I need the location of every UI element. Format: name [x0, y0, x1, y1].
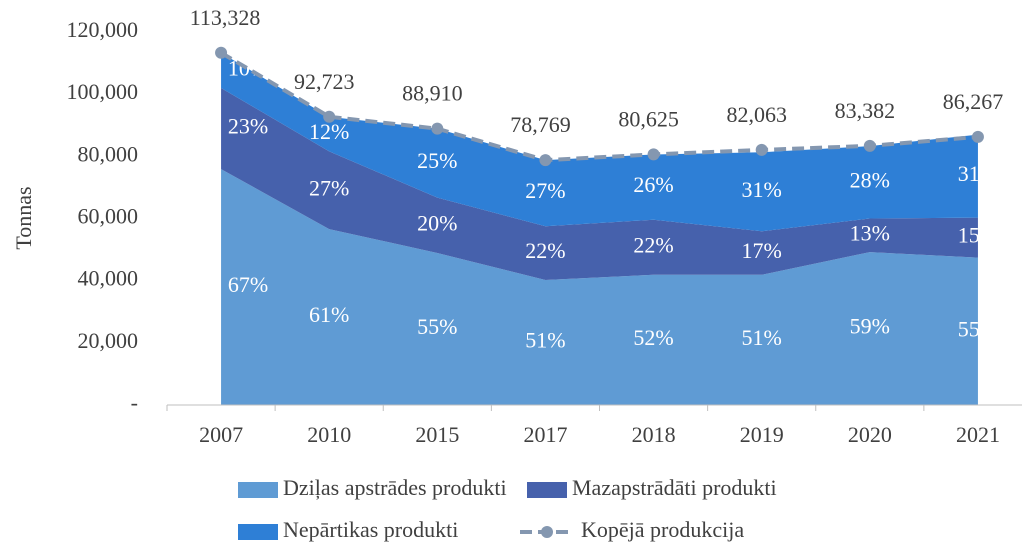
legend-swatch: [238, 482, 278, 498]
x-tick-label: 2019: [740, 422, 784, 447]
share-label: 23%: [228, 114, 268, 139]
total-marker: [215, 46, 228, 59]
y-axis-label: Tonnas: [11, 186, 36, 249]
legend-swatch: [527, 482, 567, 498]
total-marker: [863, 139, 876, 152]
total-line: [220, 51, 979, 163]
legend-marker: [541, 526, 553, 538]
share-label: 55%: [958, 316, 998, 341]
share-label: 15%: [958, 223, 998, 248]
x-tick-label: 2017: [523, 422, 567, 447]
share-label: 20%: [417, 210, 457, 235]
total-marker: [323, 110, 336, 123]
share-label: 12%: [309, 119, 349, 144]
area: [221, 52, 978, 232]
x-tick-label: 2007: [199, 422, 243, 447]
y-tick-label: 40,000: [78, 266, 139, 291]
x-tick-label: 2020: [848, 422, 892, 447]
share-label: 51%: [742, 325, 782, 350]
y-tick-label: 80,000: [78, 141, 139, 166]
total-label: 92,723: [294, 69, 355, 94]
share-label: 22%: [525, 238, 565, 263]
x-tick-label: 2018: [632, 422, 676, 447]
share-label: 27%: [309, 175, 349, 200]
share-label: 55%: [417, 314, 457, 339]
total-label: 83,382: [835, 98, 896, 123]
share-label: 59%: [850, 314, 890, 339]
share-label: 22%: [633, 232, 673, 257]
total-label: 82,063: [726, 102, 787, 127]
share-label: 31%: [742, 177, 782, 202]
area: [221, 169, 978, 405]
legend-label: Kopējā produkcija: [581, 517, 744, 542]
total-marker: [647, 148, 660, 161]
share-label: 28%: [850, 167, 890, 192]
area: [221, 87, 978, 281]
total-marker: [971, 130, 984, 143]
share-label: 13%: [850, 220, 890, 245]
share-label: 25%: [417, 148, 457, 173]
share-label: 26%: [633, 172, 673, 197]
total-label: 88,910: [402, 81, 463, 106]
legend-label: Nepārtikas produkti: [283, 517, 458, 542]
y-tick-label: 100,000: [67, 79, 139, 104]
y-tick-label: 120,000: [67, 17, 139, 42]
x-tick-label: 2021: [956, 422, 1000, 447]
share-label: 27%: [525, 178, 565, 203]
legend-swatch: [238, 524, 278, 540]
x-tick-label: 2010: [307, 422, 351, 447]
total-marker: [431, 122, 444, 135]
y-tick-label: 20,000: [78, 328, 139, 353]
legend-label: Mazapstrādāti produkti: [572, 475, 777, 500]
legend-label: Dziļas apstrādes produkti: [283, 475, 507, 500]
share-label: 61%: [309, 302, 349, 327]
total-marker: [755, 143, 768, 156]
y-tick-label: 60,000: [78, 204, 139, 229]
x-tick-label: 2015: [415, 422, 459, 447]
total-label: 86,267: [943, 89, 1004, 114]
share-label: 52%: [633, 325, 673, 350]
total-label: 113,328: [190, 5, 261, 30]
total-marker: [539, 154, 552, 167]
y-tick-label: -: [131, 390, 138, 415]
share-label: 17%: [742, 238, 782, 263]
total-label: 80,625: [618, 106, 679, 131]
total-label: 78,769: [510, 112, 571, 137]
share-label: 31%: [958, 161, 998, 186]
share-label: 51%: [525, 328, 565, 353]
share-label: 67%: [228, 272, 268, 297]
